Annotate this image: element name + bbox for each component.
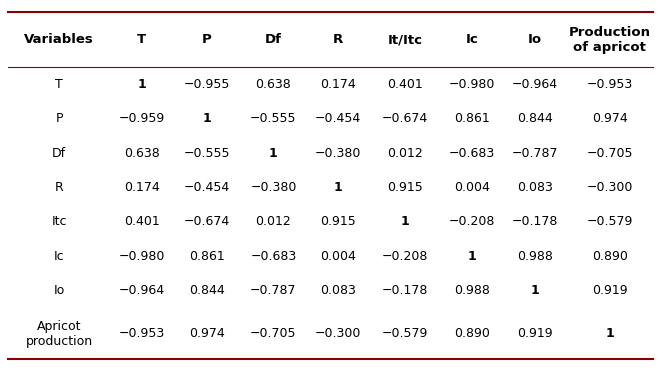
Text: R: R — [55, 181, 64, 194]
Text: Ic: Ic — [54, 250, 64, 263]
Text: 0.401: 0.401 — [387, 78, 423, 91]
Text: 1: 1 — [137, 78, 146, 91]
Text: −0.959: −0.959 — [119, 112, 165, 125]
Text: −0.787: −0.787 — [250, 284, 296, 297]
Text: −0.674: −0.674 — [382, 112, 428, 125]
Text: Df: Df — [265, 33, 282, 46]
Text: −0.300: −0.300 — [587, 181, 633, 194]
Text: P: P — [55, 112, 63, 125]
Text: Io: Io — [528, 33, 542, 46]
Text: −0.454: −0.454 — [184, 181, 229, 194]
Text: 0.174: 0.174 — [320, 78, 356, 91]
Text: 0.861: 0.861 — [454, 112, 490, 125]
Text: 0.844: 0.844 — [189, 284, 225, 297]
Text: −0.674: −0.674 — [184, 215, 229, 229]
Text: 0.988: 0.988 — [517, 250, 553, 263]
Text: 0.974: 0.974 — [592, 112, 628, 125]
Text: −0.555: −0.555 — [184, 147, 230, 160]
Text: 0.638: 0.638 — [255, 78, 291, 91]
Text: Io: Io — [54, 284, 65, 297]
Text: 0.915: 0.915 — [320, 215, 356, 229]
Text: 0.915: 0.915 — [387, 181, 423, 194]
Text: 0.919: 0.919 — [517, 327, 553, 340]
Text: −0.454: −0.454 — [315, 112, 361, 125]
Text: −0.787: −0.787 — [512, 147, 558, 160]
Text: 0.004: 0.004 — [454, 181, 490, 194]
Text: 0.890: 0.890 — [592, 250, 628, 263]
Text: −0.208: −0.208 — [449, 215, 495, 229]
Text: 0.890: 0.890 — [454, 327, 490, 340]
Text: −0.178: −0.178 — [382, 284, 428, 297]
Text: 1: 1 — [401, 215, 410, 229]
Text: Apricot
production: Apricot production — [26, 319, 93, 347]
Text: −0.964: −0.964 — [512, 78, 558, 91]
Text: −0.705: −0.705 — [250, 327, 296, 340]
Text: It/Itc: It/Itc — [388, 33, 423, 46]
Text: −0.380: −0.380 — [250, 181, 296, 194]
Text: Df: Df — [52, 147, 66, 160]
Text: 0.638: 0.638 — [124, 147, 160, 160]
Text: 1: 1 — [530, 284, 539, 297]
Text: Production
of apricot: Production of apricot — [569, 26, 650, 54]
Text: 0.012: 0.012 — [255, 215, 291, 229]
Text: 0.844: 0.844 — [517, 112, 553, 125]
Text: −0.683: −0.683 — [251, 250, 296, 263]
Text: 0.012: 0.012 — [387, 147, 423, 160]
Text: −0.964: −0.964 — [119, 284, 164, 297]
Text: P: P — [202, 33, 211, 46]
Text: 0.083: 0.083 — [320, 284, 356, 297]
Text: 0.974: 0.974 — [189, 327, 225, 340]
Text: −0.380: −0.380 — [315, 147, 361, 160]
Text: T: T — [137, 33, 147, 46]
Text: 0.174: 0.174 — [124, 181, 160, 194]
Text: 1: 1 — [605, 327, 614, 340]
Text: Ic: Ic — [465, 33, 479, 46]
Text: 1: 1 — [202, 112, 211, 125]
Text: T: T — [55, 78, 63, 91]
Text: −0.953: −0.953 — [587, 78, 633, 91]
Text: −0.579: −0.579 — [382, 327, 428, 340]
Text: R: R — [333, 33, 343, 46]
Text: −0.980: −0.980 — [449, 78, 495, 91]
Text: −0.705: −0.705 — [587, 147, 633, 160]
Text: −0.579: −0.579 — [587, 215, 633, 229]
Text: 0.988: 0.988 — [454, 284, 490, 297]
Text: Variables: Variables — [25, 33, 94, 46]
Text: 1: 1 — [467, 250, 477, 263]
Text: −0.953: −0.953 — [119, 327, 165, 340]
Text: −0.178: −0.178 — [512, 215, 558, 229]
Text: −0.980: −0.980 — [119, 250, 165, 263]
Text: 1: 1 — [334, 181, 343, 194]
Text: 0.401: 0.401 — [124, 215, 160, 229]
Text: Itc: Itc — [51, 215, 67, 229]
Text: −0.555: −0.555 — [250, 112, 296, 125]
Text: 0.004: 0.004 — [320, 250, 356, 263]
Text: 0.919: 0.919 — [592, 284, 627, 297]
Text: 0.861: 0.861 — [189, 250, 225, 263]
Text: −0.683: −0.683 — [449, 147, 495, 160]
Text: −0.955: −0.955 — [184, 78, 230, 91]
Text: 1: 1 — [269, 147, 278, 160]
Text: −0.208: −0.208 — [382, 250, 428, 263]
Text: 0.083: 0.083 — [517, 181, 553, 194]
Text: −0.300: −0.300 — [315, 327, 361, 340]
